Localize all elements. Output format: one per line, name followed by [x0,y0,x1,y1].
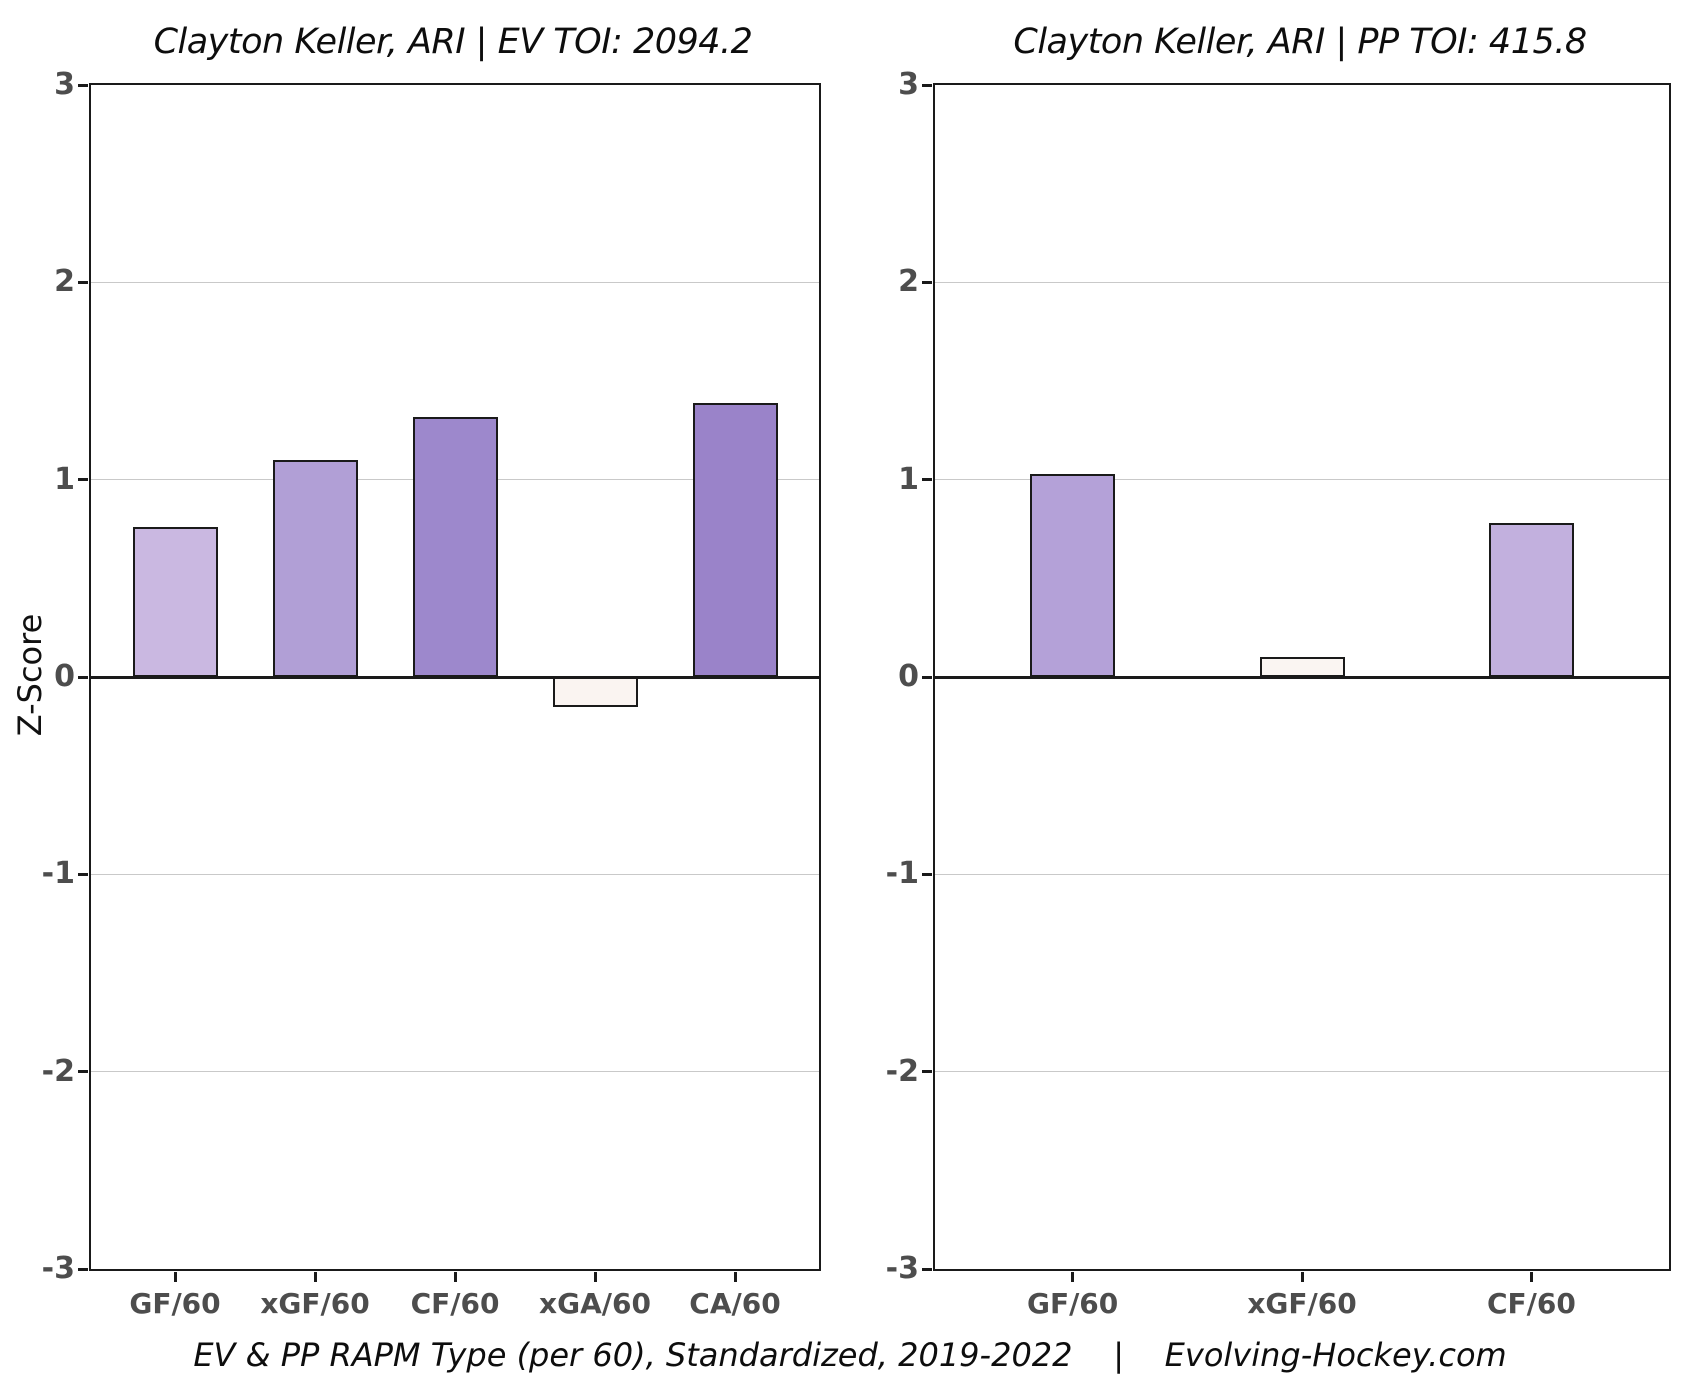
x-tick-mark [1529,1271,1533,1282]
y-tick-label: 3 [54,67,75,102]
pp-chart-plot-area: 3 2 1 0 -1 -2 -3 GF/60 xGF/60 CF/60 [886,70,1671,1320]
gridline [91,281,819,284]
y-tick-label: 0 [898,659,919,694]
x-tick-label: xGF/60 [1247,1287,1357,1320]
y-tick-label: -3 [885,1251,919,1286]
pp-chart-title: Clayton Keller, ARI | PP TOI: 415.8 [1013,22,1587,62]
x-tick-mark [453,1271,457,1282]
bar-cf-60 [412,416,498,677]
x-tick-label: GF/60 [129,1287,221,1320]
bar-ca-60 [692,402,778,677]
y-tick-label: -2 [41,1053,75,1089]
figure-caption: EV & PP RAPM Type (per 60), Standardized… [193,1336,1507,1374]
x-tick-label: CF/60 [410,1287,500,1320]
y-tick-mark [78,872,88,876]
gridline [91,1070,819,1073]
bar-gf-60 [132,527,218,677]
y-tick-label: 2 [54,264,75,300]
y-tick-label: 1 [898,461,919,497]
y-tick-mark [922,872,932,876]
y-tick-label: 2 [898,264,919,300]
x-tick-label: GF/60 [1026,1287,1119,1320]
ev-chart-plot-area: 3 2 1 0 -1 -2 -3 GF/60 xGF/60 CF/60 xGA/60 CA/60 [42,70,821,1320]
y-tick-label: -1 [41,856,75,892]
x-tick-label: xGA/60 [539,1287,651,1320]
y-tick-mark [922,280,932,284]
y-tick-mark [922,1070,932,1074]
y-tick-label: -3 [41,1251,75,1286]
ev-chart-title: Clayton Keller, ARI | EV TOI: 2094.2 [153,22,753,62]
x-tick-mark [1300,1271,1304,1282]
y-tick-mark [78,1267,88,1271]
x-tick-mark [593,1271,597,1282]
bar-xgf-60 [272,459,358,677]
x-tick-mark [313,1271,317,1282]
x-tick-mark [173,1271,177,1282]
bar-xgf-60 [1259,657,1345,677]
gridline [935,478,1669,481]
y-tick-mark [922,1267,932,1271]
y-tick-mark [922,478,932,482]
x-tick-label: xGF/60 [260,1287,370,1320]
bar-gf-60 [1030,473,1116,677]
x-tick-mark [1071,1271,1075,1282]
y-tick-label: 3 [898,67,919,102]
y-tick-mark [78,675,88,679]
y-tick-label: -1 [885,856,919,892]
zero-baseline [935,675,1669,679]
zero-baseline [91,675,819,679]
y-tick-mark [78,478,88,482]
y-tick-label: 0 [54,659,75,694]
x-tick-mark [733,1271,737,1282]
y-axis-title: Z-Score [11,613,49,737]
y-tick-mark [78,1070,88,1074]
gridline [935,281,1669,284]
y-tick-label: 1 [54,461,75,497]
bar-xga-60 [552,677,638,707]
y-tick-mark [922,675,932,679]
gridline [91,873,819,876]
y-tick-label: -2 [885,1053,919,1089]
x-tick-label: CF/60 [1486,1287,1576,1320]
gridline [935,1070,1669,1073]
y-tick-mark [922,83,932,87]
gridline [935,873,1669,876]
y-tick-mark [78,83,88,87]
bar-cf-60 [1488,523,1574,677]
y-tick-mark [78,280,88,284]
x-tick-label: CA/60 [689,1287,781,1320]
